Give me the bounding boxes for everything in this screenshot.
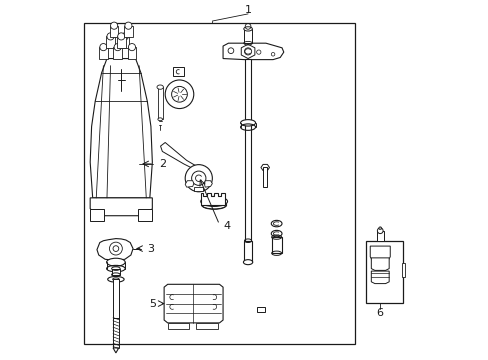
- Bar: [401, 263, 405, 277]
- Polygon shape: [194, 187, 203, 191]
- Ellipse shape: [240, 120, 255, 126]
- Bar: [196, 323, 217, 329]
- Ellipse shape: [271, 220, 282, 227]
- Ellipse shape: [271, 230, 282, 237]
- Polygon shape: [160, 143, 201, 170]
- Bar: [244, 241, 251, 262]
- Text: 2: 2: [159, 159, 166, 169]
- Ellipse shape: [107, 276, 124, 282]
- Ellipse shape: [244, 27, 252, 31]
- Ellipse shape: [243, 260, 252, 265]
- Text: 6: 6: [376, 308, 383, 318]
- Circle shape: [100, 44, 107, 51]
- Bar: [90, 208, 104, 221]
- Ellipse shape: [106, 258, 125, 266]
- Circle shape: [107, 33, 114, 40]
- Polygon shape: [113, 348, 119, 353]
- Polygon shape: [164, 284, 223, 323]
- Bar: [127, 47, 136, 59]
- Ellipse shape: [157, 85, 163, 89]
- Bar: [99, 47, 107, 59]
- Bar: [365, 241, 403, 303]
- Ellipse shape: [158, 118, 162, 121]
- Bar: [376, 231, 383, 241]
- Polygon shape: [97, 239, 133, 260]
- Bar: [106, 36, 115, 48]
- Circle shape: [110, 22, 118, 29]
- Bar: [83, 23, 354, 344]
- Text: 1: 1: [244, 5, 251, 15]
- Circle shape: [377, 228, 382, 234]
- Bar: [138, 208, 152, 221]
- Circle shape: [114, 44, 121, 51]
- Bar: [117, 36, 125, 48]
- Polygon shape: [90, 59, 152, 198]
- Circle shape: [165, 80, 193, 109]
- Circle shape: [128, 44, 135, 51]
- Bar: [263, 167, 266, 187]
- Polygon shape: [204, 181, 212, 187]
- Bar: [124, 26, 132, 37]
- Ellipse shape: [201, 197, 227, 206]
- Bar: [244, 29, 252, 43]
- Text: 4: 4: [223, 221, 230, 231]
- Circle shape: [185, 165, 212, 192]
- Bar: [271, 237, 281, 253]
- Polygon shape: [90, 198, 152, 216]
- Polygon shape: [185, 181, 193, 187]
- Text: 5: 5: [149, 298, 156, 309]
- Circle shape: [121, 33, 128, 40]
- Bar: [257, 307, 264, 312]
- Bar: [113, 47, 122, 59]
- Polygon shape: [223, 43, 283, 60]
- Bar: [113, 279, 119, 318]
- Bar: [173, 67, 183, 76]
- Polygon shape: [261, 165, 269, 171]
- Polygon shape: [370, 271, 388, 284]
- Polygon shape: [201, 193, 224, 205]
- Polygon shape: [369, 246, 389, 265]
- Bar: [121, 36, 129, 48]
- Text: 3: 3: [147, 244, 154, 253]
- Circle shape: [118, 33, 124, 40]
- Polygon shape: [370, 258, 388, 270]
- Bar: [110, 26, 118, 37]
- Bar: [158, 87, 163, 119]
- Circle shape: [124, 22, 132, 29]
- Bar: [244, 59, 250, 241]
- Polygon shape: [241, 44, 254, 59]
- Bar: [111, 269, 120, 275]
- Bar: [167, 323, 189, 329]
